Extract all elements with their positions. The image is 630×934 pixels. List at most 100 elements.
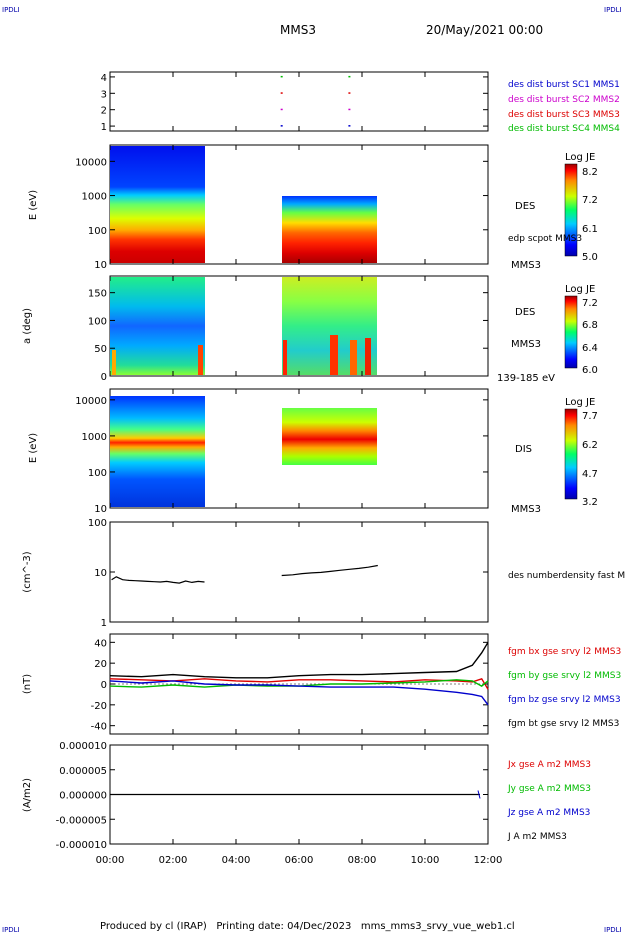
colorbar-des-energy-tick-3: 6.1 <box>582 224 598 235</box>
legend-availability-2: des dist burst SC2 MMS2 <box>508 95 620 105</box>
colorbar-dis-energy-tick-4: 3.2 <box>582 497 598 508</box>
right-label-energy-band: 139-185 eV <box>497 373 555 384</box>
legend-jy: Jy gse A m2 MMS3 <box>507 784 591 794</box>
availability-mark <box>348 92 351 94</box>
bfield-series-line <box>109 641 489 679</box>
xtick-label: 08:00 <box>348 855 377 866</box>
ytick-label: -20 <box>91 701 107 712</box>
colorbar-des-pitch-title: Log JE <box>565 284 595 295</box>
availability-mark <box>348 125 351 127</box>
des-pitch-block-2 <box>282 277 377 375</box>
des-pitch-stripe-3 <box>365 338 371 375</box>
colorbar-dis-energy-tick-3: 4.7 <box>582 469 598 480</box>
ylabel-current: (A/m2) <box>22 778 33 812</box>
ytick-label: 100 <box>88 316 107 327</box>
density-lines <box>111 564 378 584</box>
des-energy-block-2 <box>282 196 377 263</box>
dis-energy-block-2 <box>282 408 377 465</box>
legend-bx: fgm bx gse srvy l2 MMS3 <box>508 647 621 657</box>
ytick-label: 10 <box>94 504 107 515</box>
availability-mark <box>280 92 283 94</box>
colorbar-des-energy-title: Log JE <box>565 152 595 163</box>
legend-jz: Jz gse A m2 MMS3 <box>507 808 590 818</box>
legend-bt: fgm bt gse srvy l2 MMS3 <box>508 719 619 729</box>
ylabel-density: (cm^-3) <box>22 551 33 592</box>
ytick-label: 100 <box>88 518 107 529</box>
legend-jx: Jx gse A m2 MMS3 <box>507 760 591 770</box>
ytick-label: 0.000005 <box>59 766 107 777</box>
colorbar-des-pitch: Log JE 7.2 6.8 6.4 6.0 <box>564 284 598 376</box>
des-pitch-stripe-2 <box>350 340 357 375</box>
colorbar-des-pitch-tick-4: 6.0 <box>582 365 598 376</box>
xtick-label: 12:00 <box>474 855 503 866</box>
availability-mark <box>280 108 283 111</box>
colorbar-des-pitch-scale <box>564 295 578 369</box>
des-pitch-block-1 <box>110 277 205 375</box>
corner-label-top-right: IPDLI <box>604 6 622 14</box>
des-pitch-stripe-4 <box>283 340 287 375</box>
colorbar-dis-energy-scale <box>564 408 578 500</box>
colorbar-des-energy-tick-4: 5.0 <box>582 252 598 263</box>
ytick-label: 1000 <box>82 192 107 203</box>
colorbar-dis-energy-title: Log JE <box>565 397 595 408</box>
legend-availability-3: des dist burst SC3 MMS3 <box>508 110 620 120</box>
des-pitch-stripe-5 <box>198 345 203 375</box>
bfield-series-line <box>109 680 489 706</box>
ytick-label: -0.000010 <box>56 840 107 851</box>
right-label-des-pitch-sc: MMS3 <box>511 339 541 350</box>
ytick-label: 2 <box>101 106 107 117</box>
legend-j: J A m2 MMS3 <box>507 832 567 842</box>
ylabel-des-energy: E (eV) <box>28 190 39 220</box>
right-label-density: des numberdensity fast M <box>508 571 625 581</box>
bfield-series-line <box>109 677 489 690</box>
bfield-series-line <box>109 679 489 688</box>
availability-mark <box>348 108 351 111</box>
corner-label-top-left: IPDLI <box>2 6 20 14</box>
ytick-label: 3 <box>101 89 107 100</box>
xtick-label: 00:00 <box>96 855 125 866</box>
mission-title: MMS3 <box>280 23 316 37</box>
ytick-label: 10000 <box>75 396 107 407</box>
colorbar-des-pitch-tick-2: 6.8 <box>582 320 598 331</box>
ytick-label: 1 <box>101 122 107 133</box>
right-label-edp-scpot: edp scpot MMS3 <box>508 234 582 244</box>
corner-label-bottom-left: IPDLI <box>2 926 20 934</box>
ytick-label: 100 <box>88 226 107 237</box>
panel-density-frame <box>109 521 489 623</box>
density-line <box>111 576 205 584</box>
legend-availability-1: des dist burst SC1 MMS1 <box>508 80 620 90</box>
colorbar-dis-energy: Log JE 7.7 6.2 4.7 3.2 <box>564 397 598 508</box>
ytick-label: 0 <box>101 372 107 383</box>
des-pitch-stripe-6 <box>112 350 116 375</box>
ytick-label: 10000 <box>75 157 107 168</box>
x-axis-ticks: 00:00 02:00 04:00 06:00 08:00 10:00 12:00 <box>96 72 503 866</box>
density-line <box>281 564 378 577</box>
colorbar-des-pitch-tick-1: 7.2 <box>582 298 598 309</box>
panel-availability-frame <box>109 71 489 132</box>
current-lines <box>110 790 481 799</box>
ytick-label: 10 <box>94 568 107 579</box>
current-spike <box>477 790 481 799</box>
y-axis-ticks: 1234101001000100000501001501010010001000… <box>56 73 488 851</box>
legend-by: fgm by gse srvy l2 MMS3 <box>508 671 621 681</box>
availability-mark <box>280 75 283 78</box>
xtick-label: 02:00 <box>159 855 188 866</box>
availability-marks <box>280 75 351 127</box>
legend-bz: fgm bz gse srvy l2 MMS3 <box>508 695 621 705</box>
colorbar-des-energy-tick-1: 8.2 <box>582 167 598 178</box>
ytick-label: -40 <box>91 722 107 733</box>
des-pitch-stripe-1 <box>330 335 338 375</box>
des-energy-spectrogram <box>110 146 377 263</box>
dis-energy-block-1 <box>110 396 205 507</box>
ytick-label: 1 <box>101 618 107 629</box>
right-label-des-energy-sc: MMS3 <box>511 260 541 271</box>
xtick-label: 06:00 <box>285 855 314 866</box>
colorbar-des-pitch-tick-3: 6.4 <box>582 343 598 354</box>
ytick-label: 20 <box>94 659 107 670</box>
ytick-label: 1000 <box>82 432 107 443</box>
ytick-label: 10 <box>94 260 107 271</box>
dis-energy-spectrogram <box>110 396 377 507</box>
ytick-label: 0.000010 <box>59 741 107 752</box>
datetime-title: 20/May/2021 00:00 <box>426 23 543 37</box>
